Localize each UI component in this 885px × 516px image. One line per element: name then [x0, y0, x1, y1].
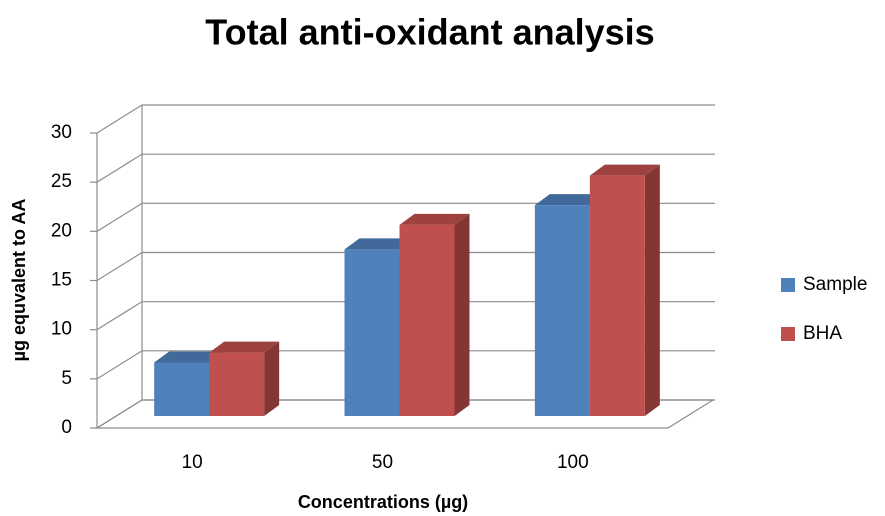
floor	[94, 399, 716, 429]
bar-front	[534, 205, 590, 416]
legend-label: BHA	[803, 323, 842, 344]
x-tick-label: 50	[372, 452, 393, 473]
x-tick-label: 10	[182, 452, 203, 473]
bar-top	[534, 194, 605, 206]
bar-top	[589, 164, 660, 176]
bar-front	[589, 175, 645, 416]
y-tick-label: 5	[61, 368, 72, 389]
y-tick-label: 0	[61, 417, 72, 438]
x-axis-title: Concentrations (µg)	[298, 492, 468, 512]
bar-front	[344, 249, 400, 416]
bar-top	[209, 341, 280, 353]
bar-top	[154, 351, 225, 363]
bar-side	[644, 164, 660, 416]
bar	[209, 341, 280, 416]
legend-swatch	[781, 278, 795, 292]
bar-top	[399, 213, 470, 225]
y-tick-label: 10	[51, 319, 72, 340]
y-tick-label: 20	[51, 220, 72, 241]
legend-swatch	[781, 327, 795, 341]
x-tick-label: 100	[557, 452, 589, 473]
bar-front	[154, 362, 210, 416]
y-axis-title: µg equvalent to AA	[9, 199, 29, 362]
bar-front	[399, 224, 455, 416]
bar-side	[454, 213, 470, 416]
y-tick-label: 15	[51, 270, 72, 291]
bar-front	[209, 352, 265, 416]
legend-label: Sample	[803, 274, 867, 295]
y-tick-label: 30	[51, 122, 72, 143]
bar-side	[264, 341, 280, 416]
bar	[589, 164, 660, 416]
grid-line	[96, 104, 715, 134]
bar-top	[344, 238, 415, 250]
y-tick-label: 25	[51, 171, 72, 192]
chart-title: Total anti-oxidant analysis	[205, 12, 654, 53]
bar	[399, 213, 470, 416]
